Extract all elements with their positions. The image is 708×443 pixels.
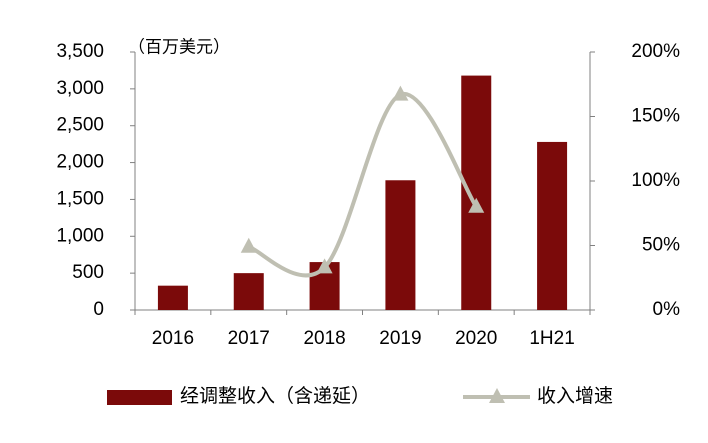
marker <box>240 237 257 253</box>
x-tick-label: 1H21 <box>529 328 574 349</box>
bar <box>385 180 416 310</box>
y2-tick-label: 100% <box>631 170 680 191</box>
y-tick-label: 2,000 <box>56 152 104 173</box>
y-tick-label: 2,500 <box>56 115 104 136</box>
line <box>247 92 478 278</box>
x-tick-label: 2019 <box>379 328 421 349</box>
y2-tick-label: 0% <box>653 299 681 320</box>
y-tick-label: 500 <box>72 262 104 283</box>
y2-tick-label: 50% <box>642 235 680 256</box>
legend-marker <box>489 388 505 403</box>
unit-label: （百万美元） <box>128 37 230 56</box>
x-tick-label: 2020 <box>455 328 497 349</box>
marker <box>316 258 333 274</box>
marker <box>392 85 409 101</box>
bar <box>537 141 568 310</box>
y-tick-label: 1,000 <box>56 225 104 246</box>
y-tick-label: 1,500 <box>56 188 104 209</box>
marker <box>468 197 485 213</box>
x-tick-label: 2018 <box>303 328 345 349</box>
legend-label: 经调整收入（含递延） <box>180 385 370 407</box>
bar <box>233 273 264 310</box>
bar <box>461 75 492 311</box>
legend-swatch <box>107 390 172 405</box>
y-tick-label: 3,500 <box>56 41 104 62</box>
y-tick-label: 0 <box>93 299 104 320</box>
y2-tick-label: 200% <box>631 41 680 62</box>
y-tick-label: 3,000 <box>56 78 104 99</box>
x-tick-label: 2016 <box>152 328 194 349</box>
legend-label: 收入增速 <box>537 385 613 407</box>
y2-tick-label: 150% <box>631 106 680 127</box>
bar <box>157 285 188 310</box>
x-tick-label: 2017 <box>228 328 270 349</box>
